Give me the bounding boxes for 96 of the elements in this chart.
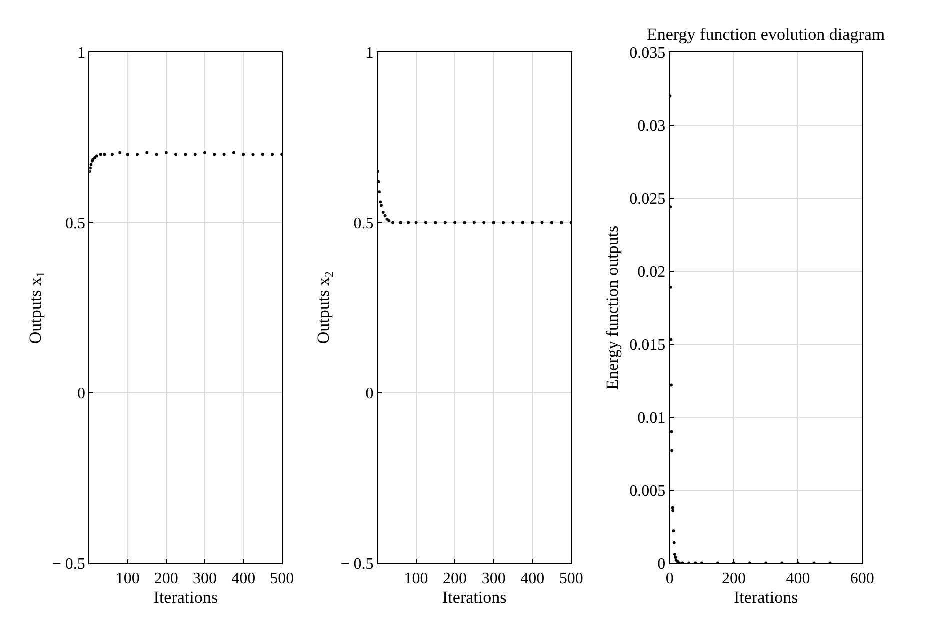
point [463,221,466,224]
point [424,221,428,224]
point [672,509,675,512]
point [502,221,506,224]
point [407,221,410,224]
y-tick-label: 0.03 [638,118,666,136]
point [388,220,391,223]
y-tick-label: 0.005 [630,482,666,500]
point [482,221,486,224]
y-tick-label: − 0.5 [52,556,86,573]
point [213,153,216,156]
x-tick-label: 500 [559,570,584,588]
point [434,221,438,224]
x-tick-label: 400 [520,570,545,588]
x-tick-label: 200 [722,570,746,588]
point [399,221,402,224]
point [378,190,381,194]
y-tick-label: 0 [366,386,374,403]
point [492,221,496,224]
y-tick-label: 0 [658,556,666,573]
x-tick-label: 500 [270,570,294,588]
x-tick-label: 200 [443,570,468,588]
point [670,384,673,387]
x-axis-title: Iterations [734,588,798,607]
point [670,430,674,434]
point [560,221,564,224]
y-tick-label: 1 [366,45,374,62]
point [674,553,677,556]
point [379,200,382,204]
point [670,338,673,342]
y-tick-label: 0 [77,386,86,403]
point [382,211,385,214]
point [444,221,447,224]
x-tick-label: 200 [154,570,178,588]
point [242,153,246,156]
point [414,221,418,224]
point [670,286,672,289]
point [126,153,130,156]
y-tick-label: 0.01 [638,410,666,427]
point [252,153,255,156]
x-tick-label: 300 [192,570,217,588]
point [531,221,534,224]
y-axis-title: Energy function outputs [603,226,622,390]
point [118,151,122,154]
point [146,151,149,154]
point [261,153,264,156]
point [512,221,515,224]
x-tick-label: 400 [786,570,810,588]
point [94,156,97,160]
y-tick-label: 0.015 [630,336,666,354]
x-tick-label: 100 [116,570,140,588]
point [232,151,236,154]
y-tick-label: 0.5 [354,215,374,232]
point [550,221,554,224]
y-tick-label: 0.035 [630,45,666,62]
point [672,541,676,544]
point [174,153,178,156]
point [184,153,188,156]
chart-title: Energy function evolution diagram [647,25,886,44]
x-tick-label: 400 [232,570,256,588]
x-axis-title: Iterations [154,588,218,607]
y-tick-label: 0.025 [630,190,666,208]
point [155,153,158,156]
x-tick-label: 600 [850,570,874,588]
point [384,214,387,218]
point [103,153,106,156]
point [136,153,139,156]
point [194,153,197,156]
x-tick-label: 300 [482,570,506,588]
point [203,151,206,154]
point [540,221,544,224]
point [164,151,168,154]
x-tick-label: 100 [404,570,428,588]
point [271,153,274,156]
point [95,154,98,158]
y-tick-label: 1 [77,45,86,62]
point [472,221,476,224]
point [386,218,389,221]
point [99,153,102,156]
point [670,206,672,209]
point [521,221,524,224]
point [672,530,676,533]
point [380,204,383,208]
point [378,180,380,184]
y-tick-label: 0.02 [638,264,666,281]
point [674,556,678,559]
point [671,506,674,510]
point [110,153,114,156]
point [670,449,674,452]
point [222,153,226,156]
y-tick-label: 0.5 [65,215,86,232]
point [90,163,93,166]
point [454,221,457,224]
point [392,221,395,224]
x-axis-title: Iterations [442,588,507,607]
y-tick-label: − 0.5 [340,556,374,573]
